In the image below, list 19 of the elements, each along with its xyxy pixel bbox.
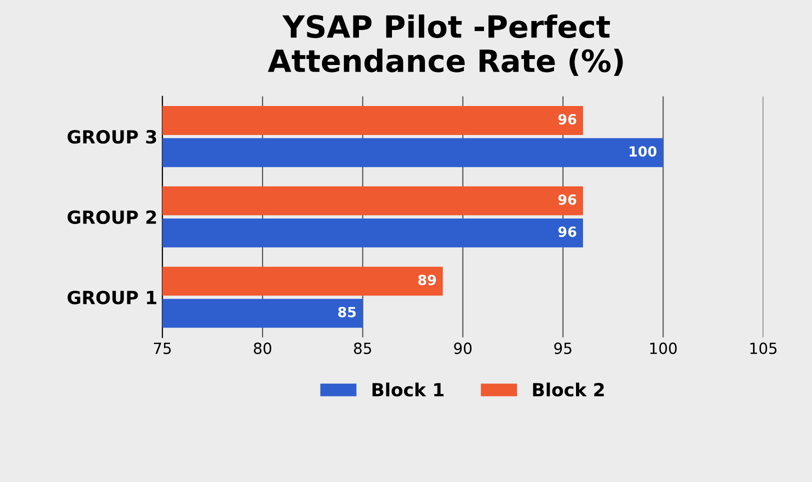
y-tick-label: GROUP 2 bbox=[68, 210, 156, 224]
data-label: 89 bbox=[418, 274, 436, 286]
x-tick-label: 85 bbox=[354, 342, 372, 354]
data-label: 96 bbox=[558, 226, 576, 237]
x-tick-label: 75 bbox=[154, 342, 171, 354]
x-tick-label: 100 bbox=[650, 342, 677, 354]
y-tick-label: GROUP 1 bbox=[68, 290, 156, 304]
data-label: 96 bbox=[558, 194, 576, 205]
x-tick-label: 95 bbox=[554, 342, 572, 354]
x-tick-label: 90 bbox=[454, 342, 472, 354]
x-tick-label: 105 bbox=[750, 342, 777, 354]
x-tick-label: 80 bbox=[254, 342, 272, 354]
data-label: 96 bbox=[558, 114, 576, 125]
data-label: 100 bbox=[630, 146, 656, 157]
y-tick-label: GROUP 3 bbox=[68, 130, 156, 144]
legend-label: Block 2 bbox=[533, 382, 604, 397]
legend-label: Block 1 bbox=[372, 382, 444, 397]
data-label: 85 bbox=[338, 306, 356, 318]
chart-title: YSAP Pilot -Perfect Attendance Rate (%) bbox=[268, 14, 623, 76]
